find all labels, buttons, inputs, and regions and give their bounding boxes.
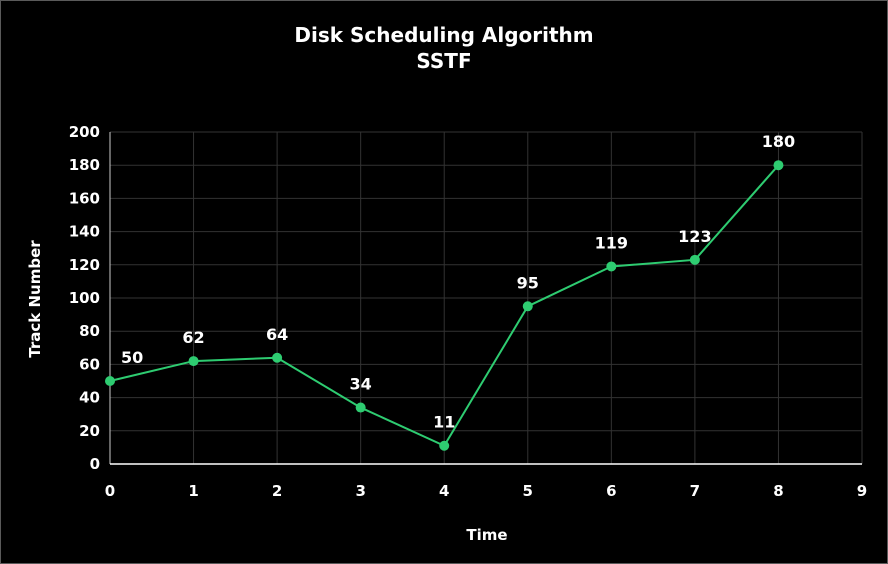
data-label: 180 xyxy=(762,132,795,151)
data-point xyxy=(105,376,115,386)
y-tick-label: 100 xyxy=(69,289,100,307)
data-label: 34 xyxy=(350,375,372,394)
x-axis-label: Time xyxy=(466,526,508,544)
data-point xyxy=(188,356,199,367)
chart-subtitle: SSTF xyxy=(416,49,472,73)
data-point xyxy=(773,160,784,171)
chart-title: Disk Scheduling Algorithm xyxy=(294,23,594,47)
y-tick-label: 120 xyxy=(69,256,100,274)
data-point xyxy=(272,352,283,363)
y-tick-label: 200 xyxy=(69,123,100,141)
x-tick-label: 8 xyxy=(773,482,783,500)
y-tick-label: 80 xyxy=(79,322,100,340)
y-tick-label: 40 xyxy=(79,389,100,407)
y-tick-label: 140 xyxy=(69,223,100,241)
y-tick-label: 0 xyxy=(90,455,100,473)
data-label: 11 xyxy=(433,413,455,432)
data-label: 50 xyxy=(121,348,143,367)
x-tick-label: 5 xyxy=(523,482,533,500)
y-tick-label: 180 xyxy=(69,156,100,174)
data-label: 119 xyxy=(595,233,628,252)
data-label: 62 xyxy=(182,328,204,347)
x-tick-label: 9 xyxy=(857,482,867,500)
x-tick-label: 7 xyxy=(690,482,700,500)
data-point xyxy=(689,254,700,265)
y-tick-label: 160 xyxy=(69,189,100,207)
data-label: 64 xyxy=(266,325,288,344)
x-tick-label: 3 xyxy=(355,482,365,500)
data-label: 95 xyxy=(517,273,539,292)
data-point xyxy=(522,301,533,312)
x-tick-label: 1 xyxy=(188,482,198,500)
data-point xyxy=(439,440,450,451)
x-tick-label: 4 xyxy=(439,482,449,500)
data-point xyxy=(355,402,366,413)
x-tick-label: 2 xyxy=(272,482,282,500)
chart-title-block: Disk Scheduling Algorithm SSTF xyxy=(1,22,887,74)
data-label: 123 xyxy=(678,227,711,246)
y-tick-label: 60 xyxy=(79,355,100,373)
y-tick-label: 20 xyxy=(79,422,100,440)
data-point xyxy=(606,261,617,272)
x-tick-label: 6 xyxy=(606,482,616,500)
x-tick-label: 0 xyxy=(105,482,115,500)
